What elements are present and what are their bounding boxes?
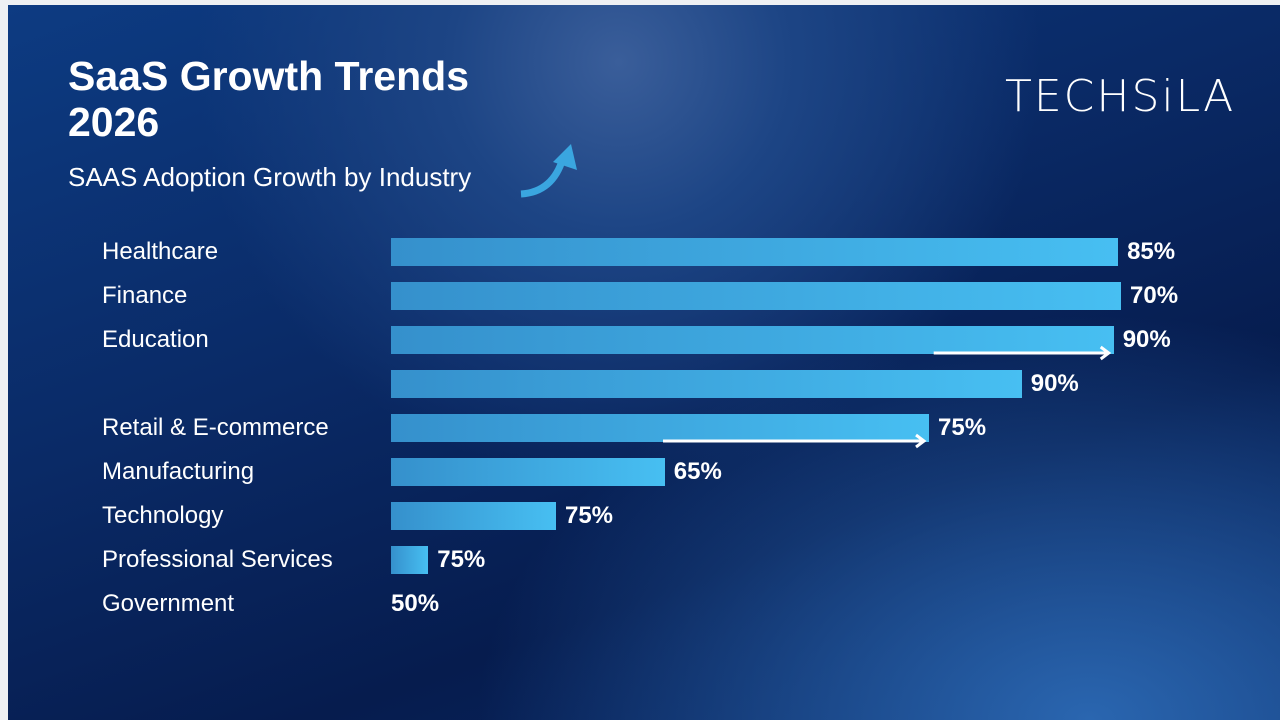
category-label: Government: [102, 590, 235, 617]
bar: [391, 458, 665, 486]
arrow-right-icon: [663, 433, 927, 449]
category-label: Healthcare: [102, 238, 219, 265]
data-label: 50%: [391, 590, 440, 617]
data-label: 90%: [1030, 370, 1079, 397]
chart-subtitle: SAAS Adoption Growth by Industry: [68, 162, 472, 192]
growth-arrow-icon: [520, 144, 577, 198]
title-line-1: SaaS Growth Trends: [68, 53, 469, 99]
category-label: Education: [102, 326, 209, 353]
data-label: 90%: [1122, 326, 1171, 353]
bar: [391, 414, 929, 442]
category-label: Professional Services: [102, 546, 333, 573]
category-label: Retail & E-commerce: [102, 414, 329, 441]
data-label: 75%: [938, 414, 987, 441]
data-label: 75%: [564, 502, 614, 529]
data-label: 75%: [437, 546, 486, 573]
data-label: 70%: [1130, 282, 1179, 309]
bar: [391, 326, 1114, 354]
bar: [391, 546, 429, 574]
title-line-2: 2026: [68, 99, 160, 145]
data-label: 65%: [673, 458, 722, 485]
category-label: Finance: [102, 282, 188, 309]
category-label: Technology: [102, 502, 224, 529]
bar: [391, 282, 1121, 310]
data-label: 85%: [1127, 238, 1176, 265]
arrow-right-icon: [933, 345, 1112, 361]
bar: [391, 502, 556, 530]
chart-title: SaaS Growth Trends 2026: [68, 53, 469, 145]
techsila-logo: TECHSiLA: [1005, 71, 1236, 122]
bar: [391, 238, 1119, 266]
bar: [391, 370, 1022, 398]
category-label: Manufacturing: [102, 458, 255, 485]
annotation-arrows: [663, 345, 1112, 449]
slide: SaaS Growth Trends 2026 SAAS Adoption Gr…: [8, 5, 1280, 720]
